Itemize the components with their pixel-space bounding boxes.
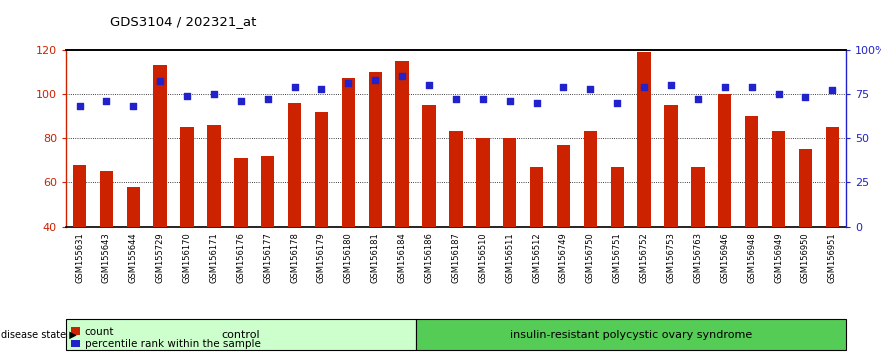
Text: GSM155644: GSM155644 (129, 232, 137, 283)
Bar (529, 167, 544, 227)
Text: GSM156180: GSM156180 (344, 232, 353, 283)
Bar (396, 61, 409, 227)
Text: GSM156178: GSM156178 (290, 232, 300, 283)
Text: GSM156763: GSM156763 (693, 232, 702, 283)
Bar (476, 138, 490, 227)
Point (529, 100, 544, 105)
Point (72, 103, 86, 109)
Text: GSM156949: GSM156949 (774, 232, 783, 283)
Text: GSM156179: GSM156179 (317, 232, 326, 283)
Text: GDS3104 / 202321_at: GDS3104 / 202321_at (110, 15, 256, 28)
Bar (261, 156, 275, 227)
Bar (315, 112, 329, 227)
Text: GSM156749: GSM156749 (559, 232, 568, 283)
Bar (368, 72, 382, 227)
Text: GSM156177: GSM156177 (263, 232, 272, 283)
Point (287, 84, 301, 90)
Point (315, 86, 329, 91)
Text: insulin-resistant polycystic ovary syndrome: insulin-resistant polycystic ovary syndr… (509, 330, 751, 339)
Text: GSM156753: GSM156753 (667, 232, 676, 283)
Text: GSM156948: GSM156948 (747, 232, 756, 283)
Point (368, 77, 382, 82)
Point (126, 103, 140, 109)
Text: GSM156184: GSM156184 (397, 232, 407, 283)
Text: GSM156186: GSM156186 (425, 232, 433, 283)
Bar (422, 105, 436, 227)
Point (341, 80, 355, 86)
Point (503, 98, 517, 104)
Text: GSM156750: GSM156750 (586, 232, 595, 283)
Text: GSM155631: GSM155631 (75, 232, 84, 283)
Bar (611, 167, 624, 227)
Point (448, 96, 463, 102)
Bar (100, 171, 113, 227)
Bar (342, 78, 355, 227)
Legend: count, percentile rank within the sample: count, percentile rank within the sample (71, 327, 261, 349)
Point (691, 96, 705, 102)
Bar (288, 103, 301, 227)
Bar (73, 165, 86, 227)
Text: GSM156181: GSM156181 (371, 232, 380, 283)
Point (395, 73, 409, 79)
Text: GSM156951: GSM156951 (828, 232, 837, 283)
Text: GSM156510: GSM156510 (478, 232, 487, 283)
Bar (664, 105, 677, 227)
Bar (66, 319, 416, 350)
Point (772, 91, 786, 97)
Bar (234, 158, 248, 227)
Point (744, 84, 759, 90)
Text: GSM155643: GSM155643 (102, 232, 111, 283)
Bar (207, 125, 220, 227)
Bar (416, 319, 846, 350)
Bar (637, 52, 651, 227)
Point (180, 93, 194, 98)
Text: GSM156946: GSM156946 (721, 232, 729, 283)
Bar (583, 131, 597, 227)
Point (233, 98, 248, 104)
Bar (825, 127, 839, 227)
Bar (127, 187, 140, 227)
Bar (692, 167, 705, 227)
Text: GSM156187: GSM156187 (451, 232, 461, 283)
Point (100, 98, 114, 104)
Point (718, 84, 732, 90)
Bar (557, 145, 570, 227)
Point (422, 82, 436, 88)
Point (583, 86, 597, 91)
Point (664, 82, 678, 88)
Bar (449, 131, 463, 227)
Point (261, 96, 275, 102)
Bar (181, 127, 194, 227)
Text: GSM155729: GSM155729 (156, 232, 165, 283)
Text: GSM156176: GSM156176 (236, 232, 245, 283)
Text: GSM156752: GSM156752 (640, 232, 648, 283)
Bar (799, 149, 812, 227)
Point (798, 95, 812, 100)
Bar (745, 116, 759, 227)
Point (637, 84, 651, 90)
Text: GSM156511: GSM156511 (505, 232, 515, 283)
Bar (772, 131, 785, 227)
Point (825, 87, 840, 93)
Text: control: control (221, 330, 260, 339)
Text: disease state ▶: disease state ▶ (1, 330, 77, 339)
Bar (718, 94, 731, 227)
Bar (503, 138, 516, 227)
Point (557, 84, 571, 90)
Point (476, 96, 490, 102)
Text: GSM156171: GSM156171 (210, 232, 218, 283)
Text: GSM156950: GSM156950 (801, 232, 810, 283)
Point (207, 91, 221, 97)
Text: GSM156170: GSM156170 (182, 232, 191, 283)
Text: GSM156512: GSM156512 (532, 232, 541, 283)
Point (153, 79, 167, 84)
Point (611, 100, 625, 105)
Text: GSM156751: GSM156751 (612, 232, 622, 283)
Bar (153, 65, 167, 227)
